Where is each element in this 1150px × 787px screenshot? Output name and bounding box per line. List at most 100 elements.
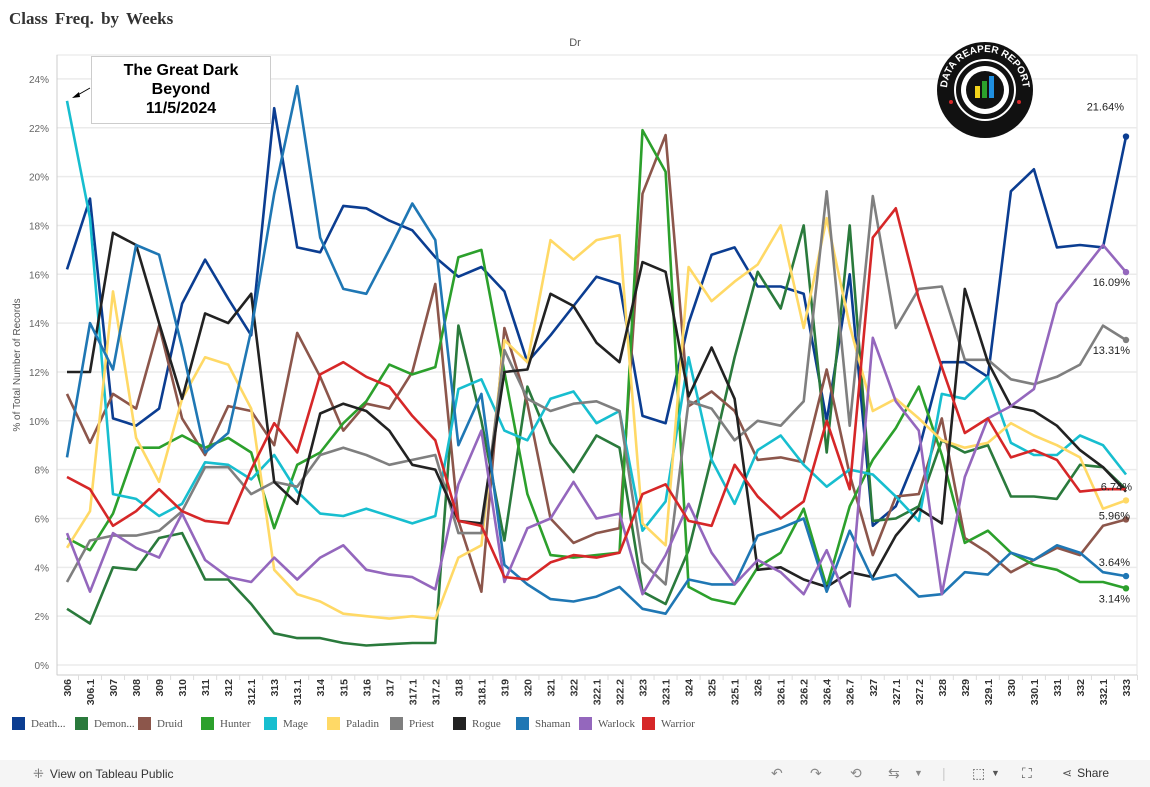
x-tick-label: 322.1: [592, 679, 604, 705]
legend-item[interactable]: Shaman: [516, 717, 579, 730]
series-lines: [65, 84, 1128, 647]
revert-icon[interactable]: ⟲: [850, 765, 862, 781]
legend-item[interactable]: Priest: [390, 717, 453, 730]
x-tick-label: 331: [1052, 679, 1064, 697]
x-tick-label: 310: [177, 679, 189, 697]
y-tick-label: 8%: [35, 466, 50, 477]
dashboard-title: Class Freq. by Weeks: [9, 9, 174, 28]
legend-label: Warlock: [598, 717, 635, 730]
y-tick-label: 24%: [29, 75, 49, 86]
x-axis-ticks: 306 306.1 307 308 309 310 311 312 312.1 313 313.1 3…: [62, 675, 1138, 705]
end-point[interactable]: [1122, 572, 1130, 580]
legend-swatch: [12, 717, 25, 730]
y-tick-label: 14%: [29, 319, 49, 330]
x-tick-label: 326.7: [845, 679, 857, 705]
x-tick-label: 307: [108, 679, 120, 697]
series-line-shaman[interactable]: [65, 84, 1127, 616]
plot-area: [56, 54, 1138, 676]
x-tick-label: 326.4: [822, 679, 834, 705]
series-line-rogue[interactable]: [67, 231, 1127, 589]
x-tick-label: 332: [1075, 679, 1087, 697]
end-labels: 21.64% 5.96% 3.14% 6.74% 13.31% 3.64% 16.09%: [1087, 102, 1133, 606]
y-tick-label: 10%: [29, 417, 49, 428]
end-point[interactable]: [1122, 497, 1130, 504]
undo-icon[interactable]: ↶: [771, 765, 783, 781]
x-tick-label: 319: [499, 679, 511, 697]
legend-swatch: [453, 717, 466, 730]
x-tick-label: 328: [937, 679, 949, 697]
x-tick-label: 311: [200, 679, 212, 696]
annotation-box: The Great Dark Beyond 11/5/2024: [91, 56, 271, 124]
redo-icon[interactable]: ↷: [810, 765, 822, 781]
y-tick-label: 2%: [35, 612, 50, 623]
series-line-death-knight[interactable]: [65, 106, 1128, 528]
data-reaper-logo: DATA REAPER REPORT: [937, 42, 1033, 138]
end-value-label: 3.64%: [1099, 557, 1130, 569]
legend-item[interactable]: Hunter: [201, 717, 264, 730]
legend-swatch: [75, 717, 88, 730]
x-tick-label: 318.1: [476, 679, 488, 705]
pause-icon[interactable]: ⇆: [888, 765, 900, 781]
y-axis-ticks: 0% 2% 4% 6% 8% 10% 12% 14% 16% 18% 20% 22% 24%: [29, 75, 49, 672]
share-button[interactable]: ⋖ Share: [1062, 766, 1109, 780]
legend-item[interactable]: Demon...: [75, 717, 138, 730]
legend-swatch: [642, 717, 655, 730]
end-value-label: 3.14%: [1099, 593, 1130, 605]
share-label: Share: [1077, 766, 1110, 780]
x-tick-label: 330.1: [1029, 679, 1041, 705]
x-tick-label: 323: [638, 679, 650, 697]
end-point[interactable]: [1122, 336, 1130, 344]
x-tick-label: 332.1: [1098, 679, 1110, 705]
legend-item[interactable]: Mage: [264, 717, 327, 730]
legend-swatch: [579, 717, 592, 730]
legend-label: Warrior: [661, 717, 695, 730]
x-tick-label: 327.2: [914, 679, 926, 705]
view-on-tableau-link[interactable]: ⁜ View on Tableau Public: [33, 766, 174, 782]
legend-label: Priest: [409, 717, 435, 730]
chevron-down-icon[interactable]: ▼: [914, 768, 923, 778]
x-tick-label: 329.1: [983, 679, 995, 705]
gridlines: [56, 54, 1138, 676]
x-tick-label: 327: [868, 679, 880, 697]
end-point[interactable]: [1122, 585, 1130, 592]
end-value-label: 16.09%: [1093, 277, 1131, 289]
legend-label: Demon...: [94, 717, 135, 730]
series-line-priest[interactable]: [65, 190, 1127, 586]
x-tick-label: 326.1: [776, 679, 788, 705]
legend-swatch: [138, 717, 151, 730]
legend: Death... Demon... Druid Hunter Mage Paladin Pr…: [12, 717, 705, 730]
chevron-down-icon[interactable]: ▼: [991, 768, 1000, 778]
series-line-warrior[interactable]: [66, 207, 1126, 581]
y-tick-label: 18%: [29, 221, 49, 232]
legend-item[interactable]: Death...: [12, 717, 75, 730]
y-axis-label: % of Total Number of Records: [12, 298, 23, 431]
end-point[interactable]: [1122, 268, 1130, 276]
series-line-warlock[interactable]: [65, 243, 1127, 608]
end-point[interactable]: [1122, 133, 1130, 140]
share-icon: ⋖: [1062, 766, 1073, 780]
divider: |: [942, 765, 946, 781]
x-tick-label: 321: [545, 679, 557, 697]
legend-label: Druid: [157, 717, 183, 730]
panel-header: Dr: [569, 37, 581, 49]
series-line-hunter[interactable]: [66, 128, 1127, 606]
fullscreen-icon[interactable]: ⛶: [1022, 765, 1032, 781]
legend-item[interactable]: Warrior: [642, 717, 705, 730]
x-tick-label: 316: [361, 679, 373, 697]
legend-item[interactable]: Rogue: [453, 717, 516, 730]
legend-item[interactable]: Warlock: [579, 717, 642, 730]
tableau-toolbar: ⁜ View on Tableau Public ↶ ↷ ⟲ ⇆ ▼ | ⬚ ▼…: [0, 760, 1150, 787]
legend-item[interactable]: Druid: [138, 717, 201, 730]
legend-swatch: [264, 717, 277, 730]
end-value-label: 21.64%: [1087, 102, 1125, 114]
x-tick-label: 333: [1121, 679, 1133, 697]
end-point[interactable]: [1122, 516, 1130, 523]
x-tick-label: 325.1: [730, 679, 742, 705]
x-tick-label: 324: [684, 679, 696, 697]
x-tick-label: 317.1: [407, 679, 419, 705]
download-icon[interactable]: ⬚: [972, 765, 986, 781]
series-line-mage[interactable]: [65, 100, 1128, 533]
annotation-line: Beyond: [151, 81, 211, 98]
legend-item[interactable]: Paladin: [327, 717, 390, 730]
legend-swatch: [201, 717, 214, 730]
